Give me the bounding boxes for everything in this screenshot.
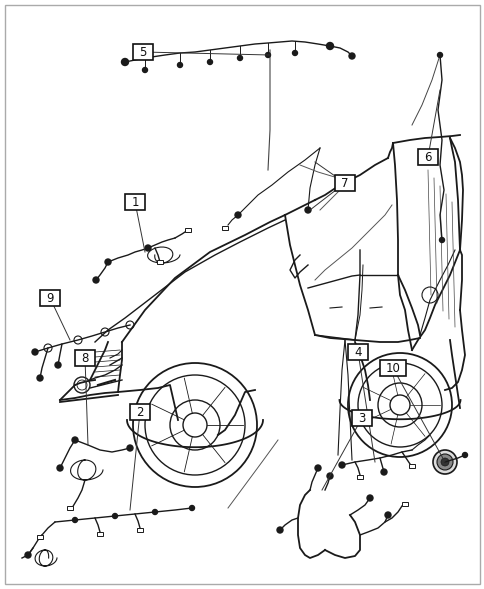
Bar — [401, 502, 407, 506]
Circle shape — [292, 51, 297, 55]
Circle shape — [189, 505, 194, 511]
Circle shape — [439, 237, 443, 243]
Bar — [37, 535, 43, 539]
Circle shape — [105, 259, 111, 265]
Text: 1: 1 — [131, 196, 138, 209]
Circle shape — [265, 52, 270, 58]
Circle shape — [127, 445, 133, 451]
FancyBboxPatch shape — [351, 410, 371, 426]
Text: 3: 3 — [358, 412, 365, 425]
Bar — [222, 226, 227, 230]
Bar — [356, 475, 362, 479]
Circle shape — [432, 450, 456, 474]
Circle shape — [326, 42, 333, 49]
Circle shape — [326, 473, 333, 479]
Bar — [408, 464, 414, 468]
Bar — [184, 228, 191, 232]
FancyBboxPatch shape — [334, 175, 354, 191]
Text: 10: 10 — [385, 362, 400, 375]
Circle shape — [338, 462, 344, 468]
FancyBboxPatch shape — [125, 194, 145, 210]
Circle shape — [152, 509, 157, 515]
Text: 2: 2 — [136, 405, 143, 419]
Text: 8: 8 — [81, 352, 89, 365]
Circle shape — [380, 469, 386, 475]
Circle shape — [72, 518, 77, 522]
FancyBboxPatch shape — [75, 350, 95, 366]
Circle shape — [112, 514, 117, 518]
Bar — [157, 260, 163, 264]
FancyBboxPatch shape — [348, 344, 367, 360]
FancyBboxPatch shape — [130, 404, 150, 420]
Circle shape — [72, 437, 78, 443]
Circle shape — [437, 52, 441, 58]
Circle shape — [57, 465, 63, 471]
FancyBboxPatch shape — [133, 44, 152, 60]
Bar — [136, 528, 143, 532]
Circle shape — [121, 58, 128, 65]
Circle shape — [207, 59, 212, 65]
Circle shape — [37, 375, 43, 381]
Text: 7: 7 — [341, 177, 348, 190]
Circle shape — [25, 552, 31, 558]
Circle shape — [55, 362, 61, 368]
Circle shape — [235, 212, 241, 218]
Circle shape — [436, 454, 452, 470]
FancyBboxPatch shape — [417, 149, 437, 165]
FancyBboxPatch shape — [379, 360, 405, 376]
Circle shape — [142, 68, 147, 72]
Circle shape — [384, 512, 390, 518]
Circle shape — [177, 62, 182, 68]
Circle shape — [440, 458, 448, 466]
Bar — [67, 506, 73, 510]
Circle shape — [366, 495, 372, 501]
Text: 6: 6 — [424, 151, 431, 164]
FancyBboxPatch shape — [40, 290, 60, 306]
Text: 5: 5 — [139, 45, 146, 58]
Circle shape — [314, 465, 320, 471]
Circle shape — [348, 53, 354, 59]
Circle shape — [32, 349, 38, 355]
Circle shape — [462, 452, 467, 458]
Circle shape — [145, 245, 151, 251]
Circle shape — [93, 277, 99, 283]
Bar — [97, 532, 103, 536]
Circle shape — [237, 55, 242, 61]
Text: 4: 4 — [353, 346, 361, 359]
Circle shape — [276, 527, 283, 533]
Circle shape — [304, 207, 310, 213]
Text: 9: 9 — [46, 292, 54, 305]
